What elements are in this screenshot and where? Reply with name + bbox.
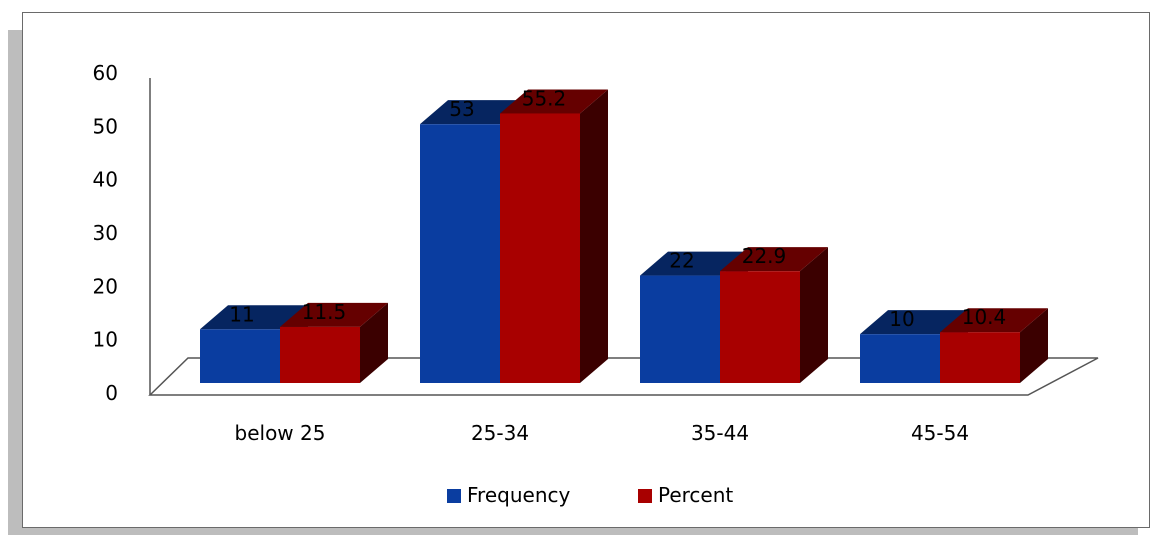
y-tick-label: 40 [93,168,118,192]
data-label-percent: 10.4 [962,305,1007,329]
bar-side-percent [1020,308,1048,383]
data-label-frequency: 53 [449,97,474,121]
data-label-frequency: 11 [229,302,254,326]
bar-percent [720,271,800,383]
y-tick-label: 50 [93,114,118,138]
bar-frequency [420,124,500,383]
y-tick-label: 20 [93,274,118,298]
bar-frequency [640,275,720,383]
y-tick-label: 0 [105,381,118,405]
legend-swatch-frequency [447,489,461,503]
x-tick-label: below 25 [235,421,326,445]
bar-top-percent [940,308,1048,333]
bar-frequency [200,329,280,383]
x-tick-label: 35-44 [691,421,749,445]
bar-percent [940,332,1020,383]
x-tick-label: 45-54 [911,421,969,445]
data-label-percent: 11.5 [302,300,347,324]
bar-percent [280,326,360,383]
data-label-frequency: 10 [889,307,914,331]
bar-top-percent [280,302,388,327]
data-label-percent: 55.2 [522,86,567,110]
data-label-frequency: 22 [669,249,694,273]
legend-label-percent: Percent [658,483,733,507]
bar-top-frequency [860,310,968,335]
bar-side-percent [800,247,828,383]
data-label-percent: 22.9 [742,244,787,268]
bar-top-percent [500,89,608,114]
bar-top-percent [720,247,828,272]
y-tick-label: 60 [93,61,118,85]
y-tick-label: 10 [93,328,118,352]
bar-side-percent [580,89,608,383]
legend-label-frequency: Frequency [467,483,570,507]
bar-percent [500,113,580,383]
y-tick-label: 30 [93,221,118,245]
bar-side-percent [360,302,388,383]
x-tick-label: 25-34 [471,421,529,445]
bar-frequency [860,334,940,383]
bar-top-frequency [640,251,748,276]
bar-top-frequency [200,305,308,330]
legend-swatch-percent [638,489,652,503]
